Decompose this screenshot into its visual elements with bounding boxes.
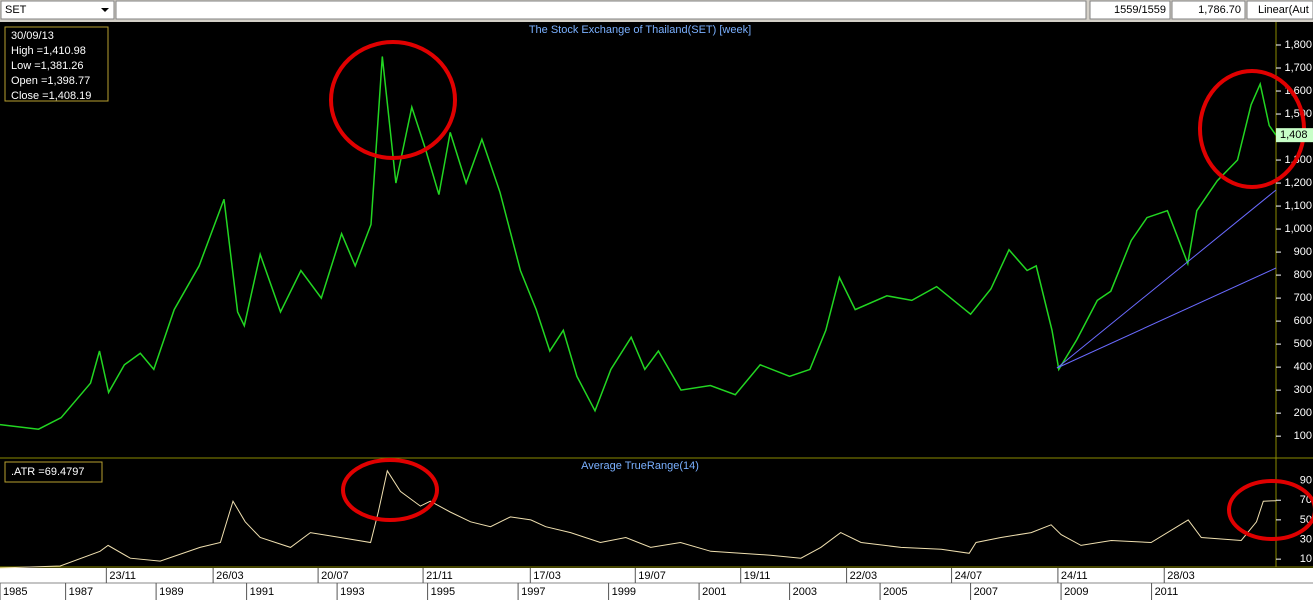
x-tick-label: 1997 — [521, 586, 545, 598]
date-tick-label: 17/03 — [533, 570, 561, 582]
y-tick-label: 30 — [1300, 533, 1312, 545]
date-tick-label: 22/03 — [850, 570, 878, 582]
x-tick-label: 2005 — [883, 586, 907, 598]
trend-line — [1056, 189, 1277, 369]
y-tick-label: 1,200 — [1284, 177, 1312, 189]
info-text: Open =1,398.77 — [11, 75, 90, 87]
x-tick-label: 1989 — [159, 586, 183, 598]
y-tick-label: 10 — [1300, 553, 1312, 565]
panel-title: Average TrueRange(14) — [581, 460, 699, 472]
x-tick-label: 1993 — [340, 586, 364, 598]
highlight-circle — [1227, 479, 1313, 541]
y-tick-label: 1,500 — [1284, 108, 1312, 120]
count-box — [1089, 0, 1171, 20]
series-line — [0, 469, 1277, 569]
date-tick-label: 26/03 — [216, 570, 244, 582]
scale-box[interactable] — [1246, 0, 1313, 20]
y-tick-label: 600 — [1294, 315, 1312, 327]
info-box — [4, 26, 109, 102]
date-tick-label: 23/11 — [109, 570, 136, 582]
x-tick-label: 2011 — [1155, 586, 1179, 598]
x-tick-label: 1987 — [69, 586, 93, 598]
panel-title: The Stock Exchange of Thailand(SET) [wee… — [529, 24, 751, 36]
date-tick-label: 24/07 — [955, 570, 983, 582]
dropdown-arrow[interactable] — [101, 8, 109, 12]
y-tick-label: 1,800 — [1284, 39, 1312, 51]
y-tick-label: 100 — [1294, 430, 1312, 442]
last-price-tag — [1276, 128, 1313, 143]
scale-mode[interactable]: Linear(Aut — [1258, 4, 1309, 16]
date-axis — [0, 568, 1313, 600]
y-tick-label: 1,700 — [1284, 62, 1312, 74]
highlight-circle — [341, 458, 439, 522]
trend-line — [1056, 267, 1277, 369]
date-tick-label: 19/07 — [638, 570, 666, 582]
highlight-circle — [329, 40, 457, 160]
last-price-label: 1,408 — [1280, 129, 1308, 141]
info-text: Close =1,408.19 — [11, 90, 91, 102]
y-tick-label: 90 — [1300, 474, 1312, 486]
x-tick-label: 1985 — [3, 586, 27, 598]
bar-count: 1559/1559 — [1114, 4, 1166, 16]
info-text: 30/09/13 — [11, 30, 54, 42]
blank-box — [115, 0, 1087, 20]
y-tick-label: 1,100 — [1284, 200, 1312, 212]
price: 1,786.70 — [1198, 4, 1241, 16]
info-box — [4, 461, 103, 483]
symbol-box[interactable] — [0, 0, 115, 20]
x-tick-label: 1999 — [612, 586, 636, 598]
y-tick-label: 500 — [1294, 338, 1312, 350]
date-tick-label: 21/11 — [426, 570, 453, 582]
y-tick-label: 400 — [1294, 361, 1312, 373]
y-tick-label: 1,000 — [1284, 223, 1312, 235]
x-tick-label: 2003 — [793, 586, 817, 598]
y-tick-label: 900 — [1294, 246, 1312, 258]
x-tick-label: 2001 — [702, 586, 726, 598]
y-tick-label: 800 — [1294, 269, 1312, 281]
y-tick-label: 700 — [1294, 292, 1312, 304]
price-box — [1171, 0, 1246, 20]
date-tick-label: 20/07 — [321, 570, 349, 582]
x-tick-label: 1995 — [431, 586, 455, 598]
date-tick-label: 19/11 — [744, 570, 771, 582]
info-text: High =1,410.98 — [11, 45, 86, 57]
y-tick-label: 300 — [1294, 384, 1312, 396]
x-tick-label: 1991 — [250, 586, 274, 598]
info-text: .ATR =69.4797 — [11, 466, 84, 478]
x-tick-label: 2007 — [974, 586, 998, 598]
date-tick-label: 24/11 — [1061, 570, 1088, 582]
y-tick-label: 200 — [1294, 407, 1312, 419]
series-line — [0, 56, 1277, 430]
info-text: Low =1,381.26 — [11, 60, 83, 72]
x-tick-label: 2009 — [1064, 586, 1088, 598]
date-tick-label: 28/03 — [1167, 570, 1195, 582]
symbol: SET — [5, 4, 27, 16]
